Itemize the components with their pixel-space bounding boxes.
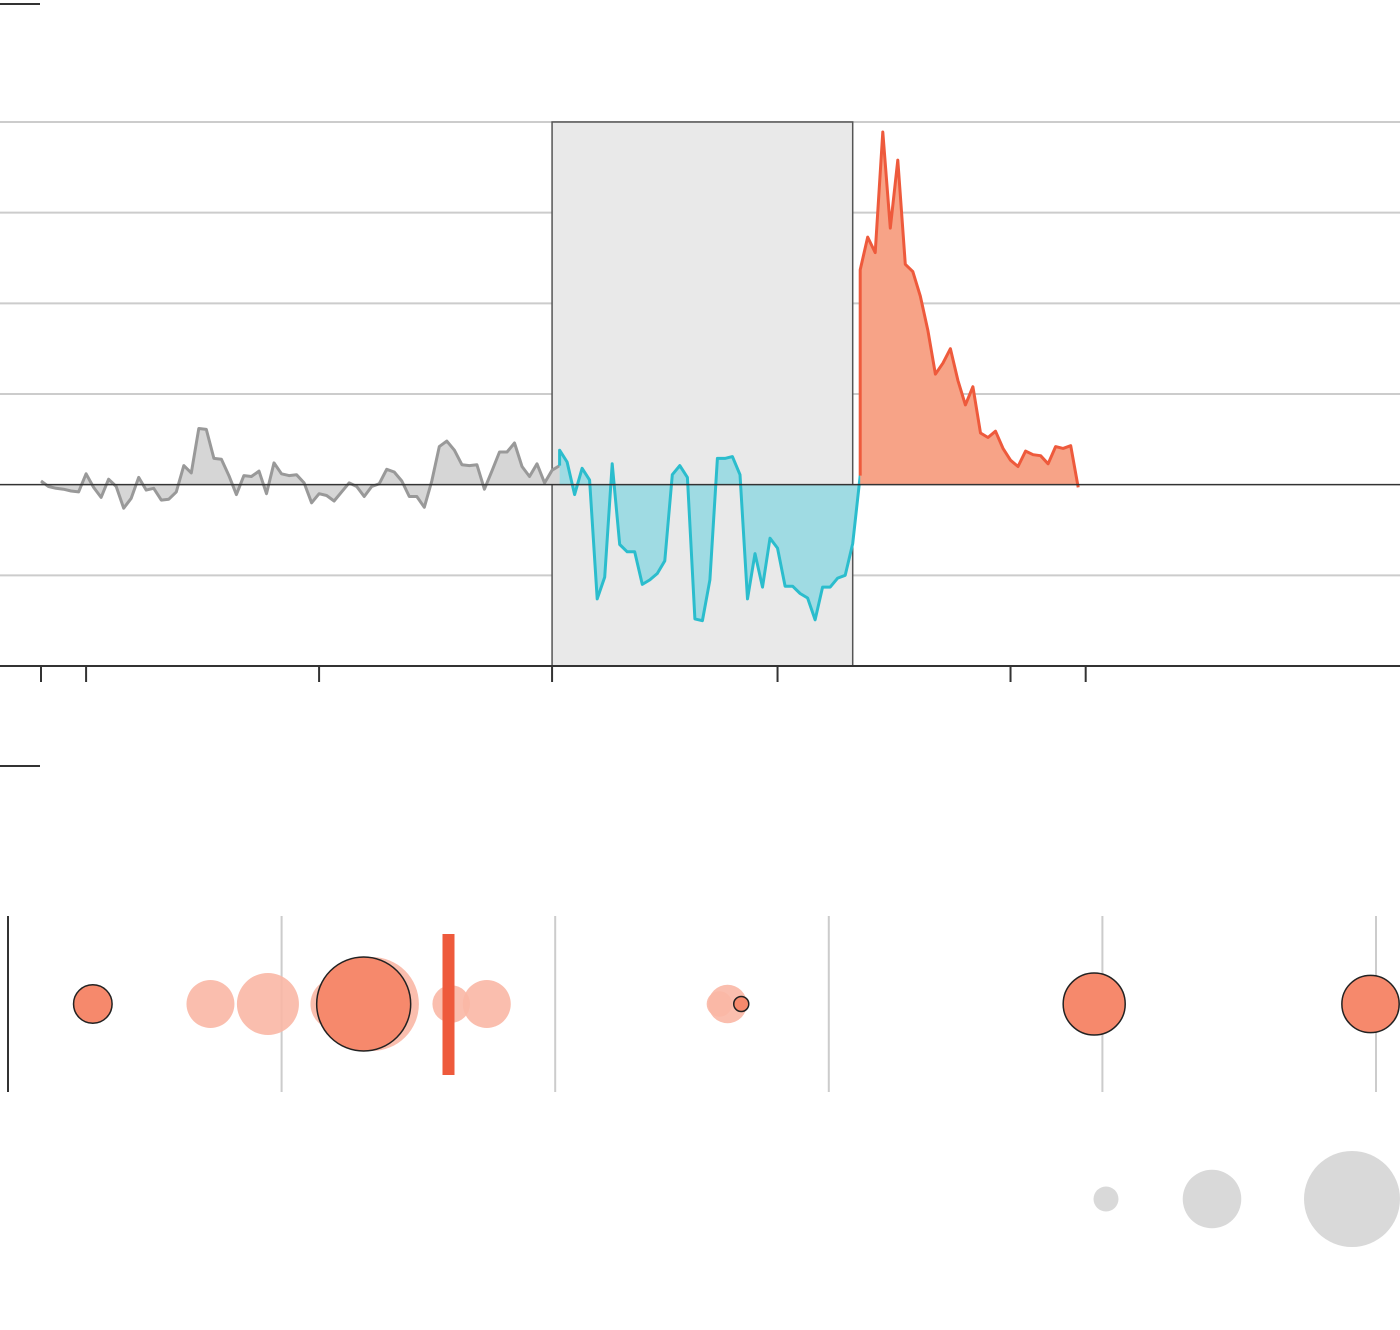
size-legend-circle bbox=[1304, 1151, 1400, 1247]
above-line bbox=[858, 130, 1080, 488]
highlight-bubble bbox=[732, 995, 750, 1013]
faded-bubble bbox=[462, 980, 511, 1028]
normal-area bbox=[41, 428, 560, 509]
faded-bubble bbox=[186, 980, 235, 1028]
faded-bubbles bbox=[186, 957, 747, 1051]
area-series bbox=[0, 130, 1400, 623]
weekly-deviation-area-chart bbox=[0, 3, 1400, 682]
normal-line bbox=[40, 427, 561, 510]
below-area bbox=[559, 450, 861, 621]
faded-bubble bbox=[706, 991, 733, 1017]
x-axis bbox=[0, 665, 1400, 682]
reference-marker bbox=[442, 934, 455, 1075]
below-line bbox=[558, 448, 862, 623]
marker-line bbox=[442, 934, 455, 1075]
bubble-strip-chart bbox=[0, 765, 1400, 1247]
highlight-bubbles bbox=[72, 956, 1400, 1052]
highlight-bubble bbox=[72, 983, 113, 1025]
size-legend bbox=[1093, 1151, 1400, 1247]
highlight-bubble bbox=[315, 956, 412, 1052]
highlight-bubble bbox=[1062, 972, 1126, 1036]
highlight-bubble bbox=[1341, 974, 1400, 1034]
faded-bubble bbox=[236, 972, 299, 1036]
size-legend-circle bbox=[1182, 1169, 1242, 1229]
size-legend-circle bbox=[1093, 1186, 1119, 1212]
above-area bbox=[860, 132, 1079, 488]
